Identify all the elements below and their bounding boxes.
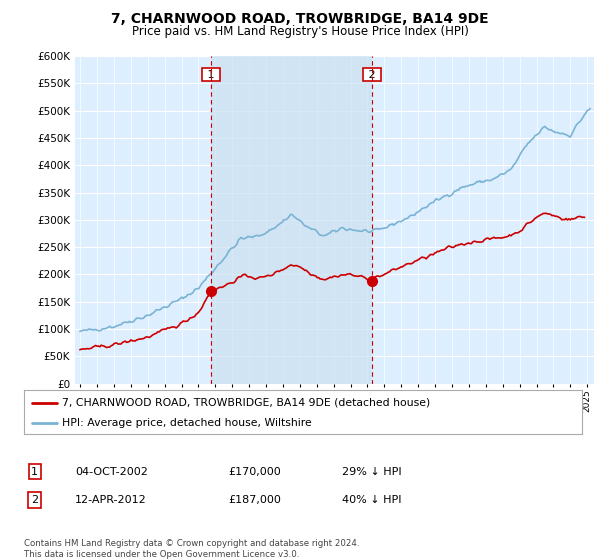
Text: HPI: Average price, detached house, Wiltshire: HPI: Average price, detached house, Wilt…: [62, 418, 311, 428]
Text: 12-APR-2012: 12-APR-2012: [75, 495, 147, 505]
Text: 29% ↓ HPI: 29% ↓ HPI: [342, 466, 401, 477]
Text: Contains HM Land Registry data © Crown copyright and database right 2024.
This d: Contains HM Land Registry data © Crown c…: [24, 539, 359, 559]
Text: 2: 2: [31, 495, 38, 505]
Text: 7, CHARNWOOD ROAD, TROWBRIDGE, BA14 9DE: 7, CHARNWOOD ROAD, TROWBRIDGE, BA14 9DE: [111, 12, 489, 26]
Text: 2: 2: [365, 69, 379, 80]
Text: 40% ↓ HPI: 40% ↓ HPI: [342, 495, 401, 505]
Text: 04-OCT-2002: 04-OCT-2002: [75, 466, 148, 477]
Text: 7, CHARNWOOD ROAD, TROWBRIDGE, BA14 9DE (detached house): 7, CHARNWOOD ROAD, TROWBRIDGE, BA14 9DE …: [62, 398, 430, 408]
Text: £187,000: £187,000: [228, 495, 281, 505]
Text: £170,000: £170,000: [228, 466, 281, 477]
Text: 1: 1: [31, 466, 38, 477]
Text: 1: 1: [204, 69, 218, 80]
Text: Price paid vs. HM Land Registry's House Price Index (HPI): Price paid vs. HM Land Registry's House …: [131, 25, 469, 38]
Bar: [211, 56, 372, 384]
